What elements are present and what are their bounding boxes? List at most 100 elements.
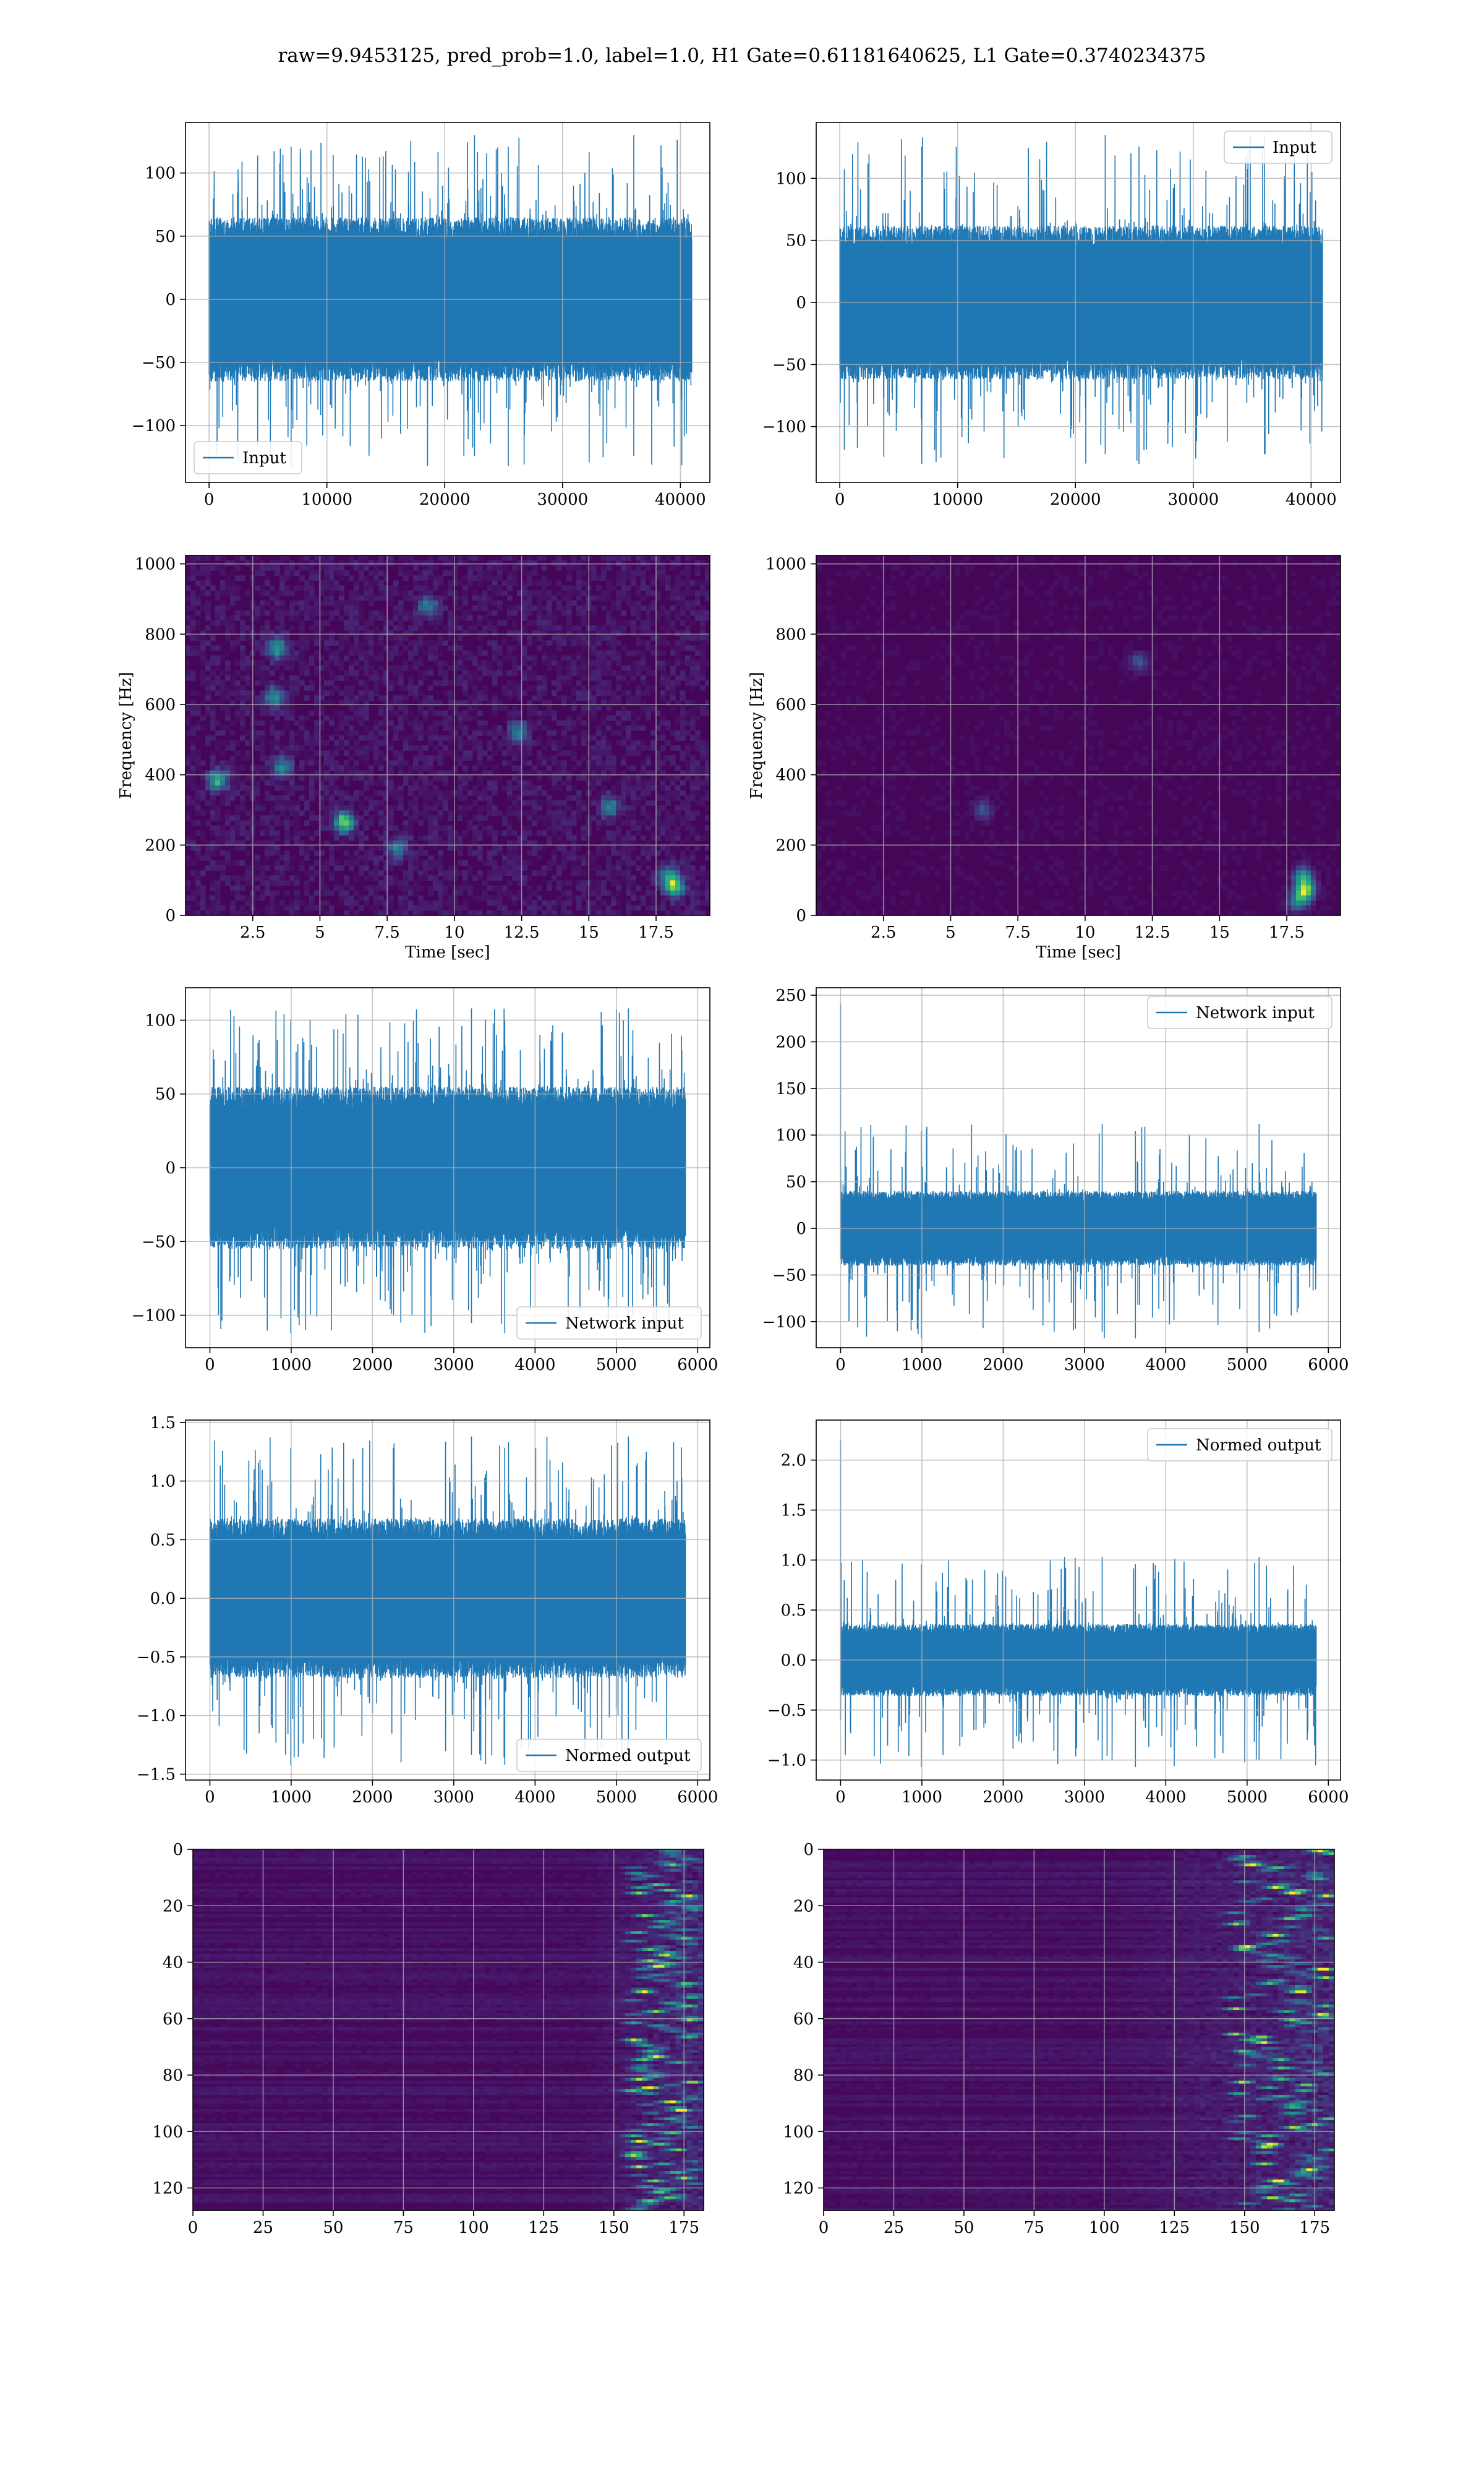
heatmap-cell [532, 725, 537, 731]
heatmap-cell [641, 680, 646, 686]
heatmap-cell [428, 700, 433, 706]
heatmap-cell [1202, 615, 1208, 621]
heatmap-cell [448, 705, 453, 711]
heatmap-cell [190, 870, 196, 876]
heatmap-cell [591, 575, 597, 581]
heatmap-cell [205, 820, 211, 826]
heatmap-cell [235, 860, 241, 866]
heatmap-cell [1167, 615, 1173, 621]
heatmap-cell [522, 835, 527, 841]
heatmap-cell [1034, 620, 1039, 626]
heatmap-cell [408, 680, 414, 686]
heatmap-cell [507, 910, 513, 915]
heatmap-cell [275, 830, 280, 836]
heatmap-cell [378, 725, 384, 731]
heatmap-cell [532, 900, 537, 906]
heatmap-cell [215, 720, 221, 726]
heatmap-cell [329, 590, 335, 596]
heatmap-cell [418, 895, 424, 901]
heatmap-cell [448, 580, 453, 586]
heatmap-cell [606, 875, 612, 881]
heatmap-cell [636, 605, 641, 611]
heatmap-cell [364, 625, 369, 631]
heatmap-cell [279, 710, 285, 716]
heatmap-cell [388, 620, 394, 626]
heatmap-cell [378, 635, 384, 641]
heatmap-cell [670, 690, 676, 696]
heatmap-cell [433, 900, 438, 906]
heatmap-cell [705, 780, 710, 786]
heatmap-cell [636, 635, 641, 641]
heatmap-cell [685, 745, 691, 751]
heatmap-cell [532, 695, 537, 701]
heatmap-cell [665, 880, 671, 886]
heatmap-cell [522, 900, 527, 906]
heatmap-cell [621, 800, 626, 806]
heatmap-cell [458, 795, 463, 801]
heatmap-cell [596, 820, 602, 826]
heatmap-cell [636, 570, 641, 576]
heatmap-cell [680, 570, 686, 576]
heatmap-cell [472, 565, 478, 571]
heatmap-cell [304, 890, 310, 896]
heatmap-cell [275, 565, 280, 571]
heatmap-cell [359, 605, 364, 611]
heatmap-cell [339, 900, 344, 906]
heatmap-cell [235, 685, 241, 691]
heatmap-cell [507, 840, 513, 846]
heatmap-cell [195, 755, 201, 761]
heatmap-cell [393, 730, 399, 736]
heatmap-cell [369, 580, 374, 586]
heatmap-cell [220, 780, 226, 786]
heatmap-cell [517, 895, 522, 901]
heatmap-cell [319, 860, 325, 866]
heatmap-cell [458, 810, 463, 816]
heatmap-cell [571, 705, 577, 711]
heatmap-cell [1039, 600, 1044, 606]
heatmap-cell [532, 795, 537, 801]
heatmap-cell [631, 875, 636, 881]
heatmap-cell [299, 760, 305, 766]
heatmap-cell [631, 650, 636, 656]
heatmap-cell [591, 885, 597, 891]
heatmap-cell [270, 875, 275, 881]
heatmap-cell [453, 620, 458, 626]
heatmap-cell [522, 760, 527, 766]
heatmap-cell [512, 605, 518, 611]
heatmap-cell [591, 780, 597, 786]
heatmap-cell [705, 660, 710, 666]
heatmap-cell [552, 820, 557, 826]
heatmap-cell [314, 790, 320, 796]
heatmap-cell [641, 690, 646, 696]
heatmap-cell [364, 635, 369, 641]
heatmap-cell [556, 770, 562, 776]
heatmap-cell [388, 905, 394, 911]
heatmap-cell [210, 585, 216, 591]
heatmap-cell [561, 675, 567, 681]
heatmap-cell [418, 730, 424, 736]
heatmap-cell [1078, 590, 1084, 596]
heatmap-cell [626, 765, 631, 771]
heatmap-cell [220, 750, 226, 756]
heatmap-cell [512, 680, 518, 686]
heatmap-cell [354, 565, 359, 571]
heatmap-cell [601, 605, 607, 611]
heatmap-cell [339, 790, 344, 796]
heatmap-cell [532, 785, 537, 791]
heatmap-cell [428, 685, 433, 691]
heatmap-cell [453, 600, 458, 606]
heatmap-cell [344, 560, 349, 566]
heatmap-cell [463, 575, 468, 581]
heatmap-cell [705, 775, 710, 781]
heatmap-cell [418, 755, 424, 761]
heatmap-cell [665, 815, 671, 821]
heatmap-cell [398, 565, 404, 571]
heatmap-cell [329, 830, 335, 836]
heatmap-cell [210, 830, 216, 836]
heatmap-cell [279, 795, 285, 801]
heatmap-cell [245, 875, 250, 881]
heatmap-cell [680, 875, 686, 881]
heatmap-cell [275, 770, 280, 776]
heatmap-cell [532, 655, 537, 661]
heatmap-cell [458, 870, 463, 876]
